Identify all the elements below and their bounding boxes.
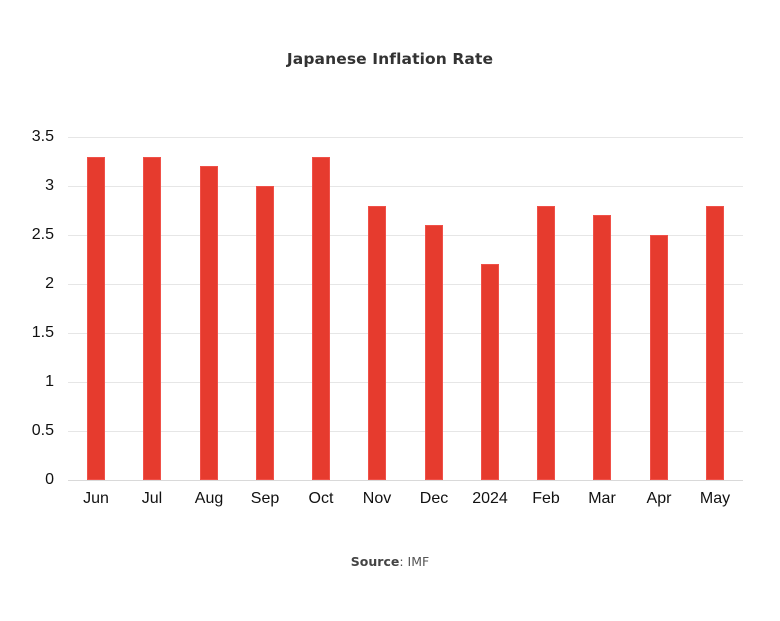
x-tick-label: Feb [532, 490, 560, 507]
y-tick-label: 3.5 [31, 128, 54, 145]
gridline [68, 137, 743, 138]
y-tick-label: 2.5 [31, 226, 54, 243]
x-tick-label: May [699, 490, 731, 507]
gridline [68, 431, 743, 432]
source-label: Source [350, 554, 400, 569]
bar-jun [87, 157, 105, 480]
x-tick-label: Oct [308, 490, 334, 507]
bar-dec [425, 225, 443, 480]
y-tick-label: 1.5 [31, 324, 54, 341]
bar-oct [312, 157, 330, 480]
bar-may [706, 206, 724, 480]
gridline [68, 382, 743, 383]
bar-nov [368, 206, 386, 480]
y-tick-label: 3 [45, 177, 54, 194]
source-value: : IMF [399, 554, 430, 569]
x-tick-label: Apr [646, 490, 672, 507]
x-tick-label: Mar [588, 490, 616, 507]
x-tick-label: Jun [83, 490, 109, 507]
chart-title: Japanese Inflation Rate [286, 50, 494, 68]
gridline [68, 186, 743, 187]
x-tick-label: Aug [194, 490, 224, 507]
y-tick-label: 1 [45, 373, 54, 390]
bar-feb [537, 206, 555, 480]
y-tick-label: 2 [45, 275, 54, 292]
gridline [68, 235, 743, 236]
gridline [68, 284, 743, 285]
y-tick-label: 0 [45, 471, 54, 488]
bar-aug [200, 166, 218, 480]
x-tick-label: Jul [141, 490, 163, 507]
bar-apr [650, 235, 668, 480]
bar-mar [593, 215, 611, 480]
bar-jul [143, 157, 161, 480]
gridline [68, 333, 743, 334]
x-tick-label: Sep [250, 490, 280, 507]
x-tick-label: 2024 [472, 490, 508, 507]
gridline [68, 480, 743, 481]
x-tick-label: Nov [362, 490, 392, 507]
x-tick-label: Dec [419, 490, 449, 507]
y-tick-label: 0.5 [31, 422, 54, 439]
source-note: Source: IMF [0, 554, 780, 569]
bar-2024 [481, 264, 499, 480]
bar-sep [256, 186, 274, 480]
